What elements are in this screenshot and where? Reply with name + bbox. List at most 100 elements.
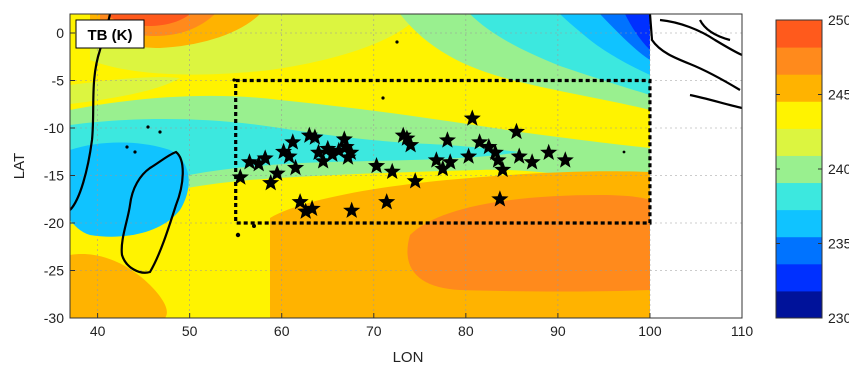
star-marker	[441, 153, 459, 170]
island-dot	[146, 125, 150, 129]
star-marker	[471, 133, 489, 150]
star-marker	[268, 164, 286, 181]
colorbar-segment	[776, 236, 822, 265]
star-marker	[240, 153, 259, 170]
star-marker	[314, 152, 332, 169]
star-marker	[335, 130, 353, 147]
title-badge-text: TB (K)	[88, 27, 133, 44]
star-marker	[434, 159, 452, 177]
colorbar-segment	[776, 182, 822, 211]
coastline-madagascar	[120, 150, 184, 274]
star-marker	[343, 201, 361, 218]
star-marker	[556, 151, 574, 168]
star-marker	[231, 168, 249, 185]
star-marker	[486, 143, 504, 160]
star-marker	[250, 155, 268, 172]
y-axis-label: LAT	[11, 153, 28, 179]
cyclone-star-markers	[231, 109, 574, 219]
x-tick-label: 50	[182, 323, 198, 339]
star-marker	[306, 128, 324, 145]
star-marker	[378, 193, 396, 210]
colorbar-tick-label: 250	[828, 12, 849, 28]
star-marker	[460, 147, 478, 164]
y-tick-label: -30	[44, 310, 64, 326]
colorbar: 250 245 240 235 230	[775, 12, 849, 326]
colorbar-tick-label: 230	[828, 310, 849, 326]
island-dot	[381, 96, 385, 100]
star-marker	[463, 109, 481, 126]
star-marker	[280, 147, 298, 164]
island-dot	[125, 145, 129, 149]
star-marker	[287, 158, 305, 176]
star-marker	[342, 143, 360, 160]
x-axis-label: LON	[393, 349, 424, 366]
x-tick-label: 100	[638, 323, 662, 339]
star-marker	[402, 136, 420, 153]
colorbar-segment	[776, 47, 822, 75]
coastline-sumatra	[648, 14, 741, 91]
y-tick-label: -15	[44, 168, 64, 184]
star-marker	[523, 153, 541, 170]
colorbar-segment	[776, 128, 822, 156]
star-marker	[284, 133, 302, 150]
colorbar-segment	[776, 101, 822, 129]
island-dot	[133, 150, 137, 154]
star-marker	[291, 193, 309, 210]
star-marker	[383, 162, 401, 179]
star-marker	[262, 174, 280, 191]
star-marker	[480, 138, 498, 155]
title-badge-box	[75, 19, 145, 49]
coastline-borneo	[699, 19, 731, 42]
star-marker	[491, 190, 509, 207]
y-axis-ticks: 0 -5 -10 -15 -20 -25 -30	[44, 25, 75, 326]
x-tick-label: 40	[90, 323, 106, 339]
tb-contour-field	[70, 14, 650, 318]
star-marker	[398, 129, 416, 146]
island-dot	[158, 130, 162, 134]
star-marker	[394, 126, 412, 143]
y-tick-label: -25	[44, 263, 64, 279]
y-tick-label: -20	[44, 215, 64, 231]
title-badge: TB (K)	[75, 19, 145, 49]
star-marker	[319, 139, 337, 157]
star-marker	[507, 122, 525, 140]
star-marker	[339, 148, 357, 165]
star-marker	[323, 145, 341, 162]
small-islands	[125, 40, 626, 238]
y-tick-label: 0	[56, 25, 64, 41]
colorbar-segment	[776, 74, 822, 102]
star-marker	[438, 131, 456, 148]
colorbar-segment	[776, 155, 822, 184]
contour-band-south-darkorange	[407, 195, 650, 292]
colorbar-tick-label: 235	[828, 236, 849, 252]
colorbar-tick-label: 240	[828, 161, 849, 177]
star-marker	[368, 157, 386, 174]
island-dot	[235, 232, 241, 238]
star-marker	[540, 143, 558, 160]
x-tick-label: 110	[731, 323, 754, 339]
star-marker	[510, 147, 528, 164]
plot-frame	[69, 13, 743, 319]
colorbar-segment	[776, 263, 822, 292]
star-marker	[330, 141, 348, 159]
island-dot	[395, 40, 399, 44]
star-marker	[406, 172, 424, 189]
colorbar-segment	[776, 20, 822, 48]
star-marker	[256, 149, 274, 166]
island-dot	[252, 224, 256, 228]
coastline-malaysia	[659, 18, 742, 57]
contour-band-west-green	[70, 77, 180, 104]
analysis-region-box	[234, 78, 652, 225]
contour-band-sw-orange	[70, 254, 167, 318]
star-marker	[310, 143, 328, 160]
island-dot	[622, 150, 626, 154]
star-marker	[303, 199, 321, 216]
star-marker	[489, 151, 507, 168]
star-marker	[337, 138, 355, 155]
x-tick-label: 80	[458, 323, 474, 339]
y-tick-label: -5	[52, 73, 65, 89]
x-tick-label: 90	[550, 323, 566, 339]
contour-band-ne-darkblue	[625, 14, 650, 50]
x-axis-ticks: 40 50 60 70 80 90 100 110	[90, 313, 754, 339]
